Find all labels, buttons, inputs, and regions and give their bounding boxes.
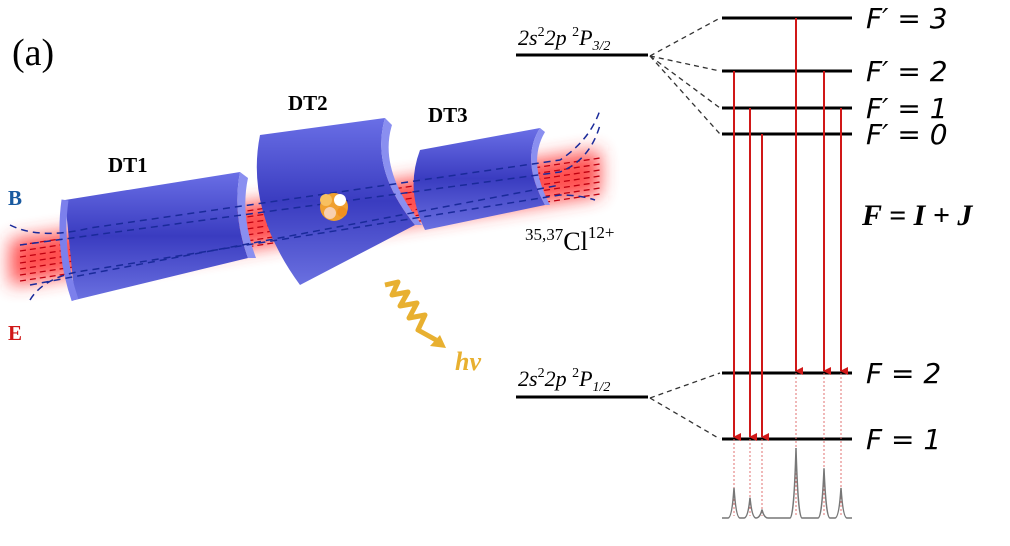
ion-label: 35,37Cl12+ <box>525 223 614 256</box>
connector-line <box>649 372 721 399</box>
ion-cluster-icon <box>320 193 348 221</box>
upper-state-label: 2s22p 2P3/2 <box>518 25 610 54</box>
lower-state-label: 2s22p 2P1/2 <box>518 366 610 395</box>
level-label-F1: F = 1 <box>866 423 941 456</box>
connector-line <box>649 55 721 109</box>
magnetic-field-lines <box>9 109 601 301</box>
field-line <box>29 194 596 301</box>
dt1-label: DT1 <box>108 153 148 177</box>
level-label-F2: F = 2 <box>866 357 941 390</box>
spectrum-trace <box>722 447 852 519</box>
field-line <box>19 124 601 246</box>
connector-line <box>649 17 721 57</box>
dt3-label: DT3 <box>428 103 468 127</box>
connector-line <box>649 397 721 440</box>
level-label-Fp0: F′ = 0 <box>866 118 948 151</box>
b-field-label: B <box>8 186 22 210</box>
e-field-label: E <box>8 321 22 345</box>
field-line <box>29 184 561 286</box>
equation-label: F = I + J <box>861 199 973 232</box>
connector-line <box>649 55 721 72</box>
connector-line <box>649 55 721 135</box>
field-line <box>9 109 601 235</box>
level-label-Fp3: F′ = 3 <box>866 2 948 35</box>
drift-tube-dt3 <box>413 128 550 230</box>
photon-label: hν <box>455 347 481 376</box>
photon-wavy-arrow-icon <box>384 279 446 348</box>
panel-label: (a) <box>12 32 54 74</box>
level-label-Fp2: F′ = 2 <box>866 55 948 88</box>
dt2-label: DT2 <box>288 91 328 115</box>
drift-tube-dt1 <box>59 172 256 302</box>
level-label-Fp1: F′ = 1 <box>866 92 948 125</box>
